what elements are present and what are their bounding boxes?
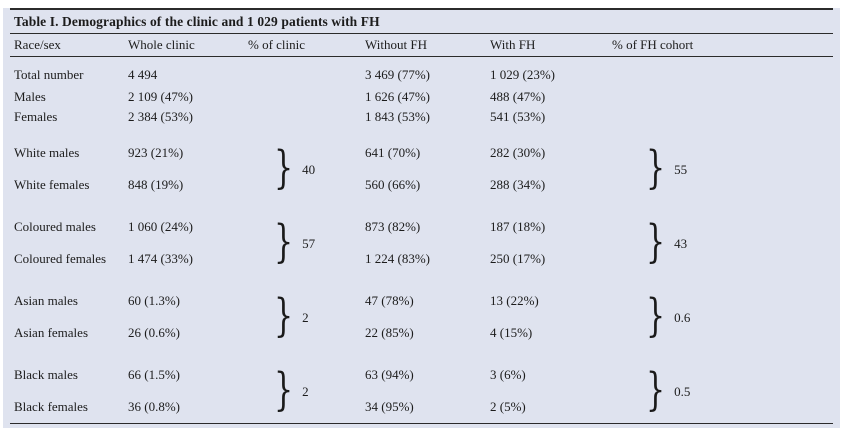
cell-with-fh: 1 029 (23%) [490,67,555,82]
cell-race-sex: Coloured males [14,219,96,234]
cell-race-sex: White males [14,145,80,160]
cell-with-fh: 4 (15%) [490,325,533,340]
cell-with-fh: 541 (53%) [490,109,546,124]
cell-whole-clinic: 2 109 (47%) [128,89,193,104]
header-rule [10,56,833,57]
cell-whole-clinic: 26 (0.6%) [128,325,180,340]
cell-whole-clinic: 1 060 (24%) [128,219,193,234]
column-header-pct-of-clinic: % of clinic [248,37,306,52]
fh-cohort-pct-brace-group: } 0.5 [612,359,840,423]
table-row: Total number 4 494 3 469 (77%) 1 029 (23%) [3,63,840,87]
clinic-pct-value: 40 [302,162,316,177]
bottom-rule [10,423,833,424]
cell-race-sex: Total number [14,67,84,82]
fh-cohort-pct-brace-group: } 43 [612,211,840,275]
brace-icon: } [646,142,666,195]
cell-without-fh: 1 843 (53%) [365,109,430,124]
top-rule [10,8,833,10]
cell-whole-clinic: 60 (1.3%) [128,293,180,308]
clinic-pct-brace-group: } 57 [248,211,365,275]
column-header-with-fh: With FH [490,37,536,52]
table-header-row: Race/sex Whole clinic % of clinic Withou… [3,34,840,56]
cell-without-fh: 641 (70%) [365,145,421,160]
cell-with-fh: 488 (47%) [490,89,546,104]
cell-with-fh: 2 (5%) [490,399,526,414]
cell-without-fh: 560 (66%) [365,177,421,192]
table-title: Table I. Demographics of the clinic and … [14,14,380,29]
fh-cohort-pct-value: 0.5 [674,384,691,399]
cell-race-sex: Asian females [14,325,89,340]
cell-without-fh: 63 (94%) [365,367,414,382]
table-row: Males 2 109 (47%) 1 626 (47%) 488 (47%) [3,87,840,107]
brace-icon: } [274,216,294,269]
column-header-pct-fh-cohort: % of FH cohort [612,37,694,52]
table-group: White males 923 (21%) 641 (70%) 282 (30%) Wh… [3,137,840,201]
fh-cohort-pct-brace-group: } 55 [612,137,840,201]
brace-icon: } [646,364,666,417]
cell-without-fh: 22 (85%) [365,325,414,340]
cell-race-sex: Males [14,89,46,104]
cell-with-fh: 3 (6%) [490,367,526,382]
cell-race-sex: Asian males [14,293,78,308]
table-group: Asian males 60 (1.3%) 47 (78%) 13 (22%) Asia… [3,285,840,349]
fh-cohort-pct-brace-group: } 0.6 [612,285,840,349]
cell-whole-clinic: 1 474 (33%) [128,251,193,266]
cell-race-sex: Females [14,109,58,124]
fh-cohort-pct-value: 43 [674,236,688,251]
title-rule [10,33,833,34]
cell-with-fh: 13 (22%) [490,293,539,308]
column-header-race-sex: Race/sex [14,37,61,52]
cell-without-fh: 3 469 (77%) [365,67,430,82]
table-row: Females 2 384 (53%) 1 843 (53%) 541 (53%) [3,107,840,127]
table-group: Black males 66 (1.5%) 63 (94%) 3 (6%) Black … [3,359,840,423]
brace-icon: } [274,364,294,417]
clinic-pct-value: 57 [302,236,316,251]
demographics-table: Table I. Demographics of the clinic and … [3,8,840,428]
cell-without-fh: 873 (82%) [365,219,421,234]
cell-with-fh: 282 (30%) [490,145,546,160]
table-body: Total number 4 494 3 469 (77%) 1 029 (23%) M… [3,57,840,423]
cell-race-sex: White females [14,177,90,192]
table-group: Coloured males 1 060 (24%) 873 (82%) 187 (1… [3,211,840,275]
cell-whole-clinic: 36 (0.8%) [128,399,180,414]
brace-icon: } [274,142,294,195]
cell-whole-clinic: 2 384 (53%) [128,109,193,124]
clinic-pct-value: 2 [302,384,309,399]
cell-without-fh: 47 (78%) [365,293,414,308]
clinic-pct-value: 2 [302,310,309,325]
cell-with-fh: 288 (34%) [490,177,546,192]
cell-with-fh: 250 (17%) [490,251,546,266]
fh-cohort-pct-value: 55 [674,162,688,177]
brace-icon: } [646,216,666,269]
cell-whole-clinic: 848 (19%) [128,177,184,192]
cell-race-sex: Coloured females [14,251,107,266]
clinic-pct-brace-group: } 2 [248,285,365,349]
column-header-without-fh: Without FH [365,37,427,52]
cell-without-fh: 34 (95%) [365,399,414,414]
clinic-pct-brace-group: } 40 [248,137,365,201]
cell-with-fh: 187 (18%) [490,219,546,234]
fh-cohort-pct-value: 0.6 [674,310,691,325]
clinic-pct-brace-group: } 2 [248,359,365,423]
cell-whole-clinic: 66 (1.5%) [128,367,180,382]
cell-whole-clinic: 4 494 [128,67,158,82]
brace-icon: } [274,290,294,343]
cell-without-fh: 1 224 (83%) [365,251,430,266]
cell-race-sex: Black males [14,367,78,382]
cell-without-fh: 1 626 (47%) [365,89,430,104]
column-header-whole-clinic: Whole clinic [128,37,195,52]
cell-race-sex: Black females [14,399,88,414]
brace-icon: } [646,290,666,343]
cell-whole-clinic: 923 (21%) [128,145,184,160]
